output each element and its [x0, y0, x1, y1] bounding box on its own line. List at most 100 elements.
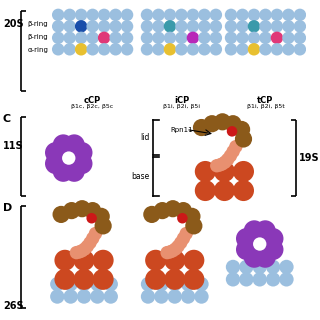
Circle shape: [210, 32, 222, 44]
Circle shape: [168, 277, 182, 291]
Circle shape: [253, 237, 267, 251]
Circle shape: [198, 20, 211, 33]
Circle shape: [259, 9, 272, 21]
Circle shape: [187, 9, 199, 21]
Circle shape: [239, 260, 253, 274]
Circle shape: [187, 32, 199, 44]
Circle shape: [226, 260, 240, 274]
Text: lid: lid: [140, 132, 150, 141]
Circle shape: [164, 269, 185, 290]
Circle shape: [50, 289, 64, 304]
Circle shape: [236, 32, 249, 44]
Circle shape: [86, 32, 99, 44]
Circle shape: [63, 43, 76, 55]
Circle shape: [141, 20, 153, 33]
Circle shape: [259, 32, 272, 44]
Circle shape: [53, 161, 74, 182]
Circle shape: [141, 289, 155, 304]
Circle shape: [104, 289, 118, 304]
Circle shape: [141, 9, 153, 21]
Circle shape: [282, 43, 295, 55]
Text: β-ring: β-ring: [28, 20, 48, 27]
Circle shape: [54, 250, 76, 271]
Circle shape: [71, 142, 92, 163]
Circle shape: [160, 246, 174, 259]
Circle shape: [233, 180, 254, 201]
Circle shape: [252, 260, 267, 274]
Circle shape: [171, 240, 185, 253]
Circle shape: [109, 20, 122, 33]
Circle shape: [252, 272, 267, 286]
Text: β-ring: β-ring: [28, 34, 48, 40]
Circle shape: [175, 9, 188, 21]
Circle shape: [52, 206, 70, 223]
Text: 19S: 19S: [299, 153, 319, 163]
Circle shape: [210, 9, 222, 21]
Circle shape: [98, 43, 110, 55]
Circle shape: [282, 32, 295, 44]
Circle shape: [78, 243, 91, 256]
Circle shape: [152, 32, 165, 44]
Circle shape: [75, 32, 87, 44]
Circle shape: [229, 140, 243, 153]
Circle shape: [174, 236, 188, 249]
Circle shape: [152, 9, 165, 21]
Circle shape: [164, 9, 176, 21]
Circle shape: [63, 20, 76, 33]
Circle shape: [236, 43, 249, 55]
Circle shape: [187, 43, 199, 55]
Text: base: base: [132, 172, 150, 181]
Text: tCP: tCP: [257, 96, 274, 105]
Circle shape: [239, 272, 253, 286]
Circle shape: [63, 9, 76, 21]
Circle shape: [210, 43, 222, 55]
Circle shape: [255, 220, 276, 241]
Circle shape: [213, 158, 226, 172]
Circle shape: [64, 161, 85, 182]
Circle shape: [175, 202, 192, 219]
Circle shape: [271, 9, 283, 21]
Circle shape: [198, 43, 211, 55]
Circle shape: [70, 246, 83, 259]
Circle shape: [81, 240, 94, 253]
Circle shape: [248, 43, 260, 55]
Circle shape: [259, 43, 272, 55]
Circle shape: [75, 43, 87, 55]
Circle shape: [204, 115, 220, 132]
Circle shape: [282, 9, 295, 21]
Circle shape: [64, 134, 85, 156]
Circle shape: [224, 115, 242, 132]
Circle shape: [86, 43, 99, 55]
Circle shape: [195, 180, 216, 201]
Circle shape: [271, 32, 283, 44]
Circle shape: [193, 119, 210, 136]
Text: D: D: [3, 203, 12, 213]
Text: cCP: cCP: [84, 96, 101, 105]
Circle shape: [74, 269, 94, 290]
Circle shape: [216, 157, 229, 171]
Circle shape: [225, 43, 237, 55]
Circle shape: [109, 9, 122, 21]
Circle shape: [227, 145, 240, 158]
Circle shape: [177, 213, 188, 223]
Text: C: C: [3, 114, 11, 124]
Circle shape: [86, 9, 99, 21]
Circle shape: [214, 161, 235, 182]
Circle shape: [233, 161, 254, 182]
Circle shape: [141, 32, 153, 44]
Text: 26S: 26S: [3, 301, 23, 311]
Circle shape: [121, 43, 133, 55]
Circle shape: [294, 32, 306, 44]
Circle shape: [198, 9, 211, 21]
Circle shape: [181, 277, 195, 291]
Circle shape: [63, 32, 76, 44]
Circle shape: [75, 9, 87, 21]
Circle shape: [52, 32, 64, 44]
Circle shape: [74, 250, 94, 271]
Circle shape: [75, 244, 89, 258]
Circle shape: [248, 20, 260, 33]
Circle shape: [236, 9, 249, 21]
Circle shape: [74, 200, 91, 217]
Circle shape: [86, 232, 100, 245]
Circle shape: [185, 217, 203, 235]
